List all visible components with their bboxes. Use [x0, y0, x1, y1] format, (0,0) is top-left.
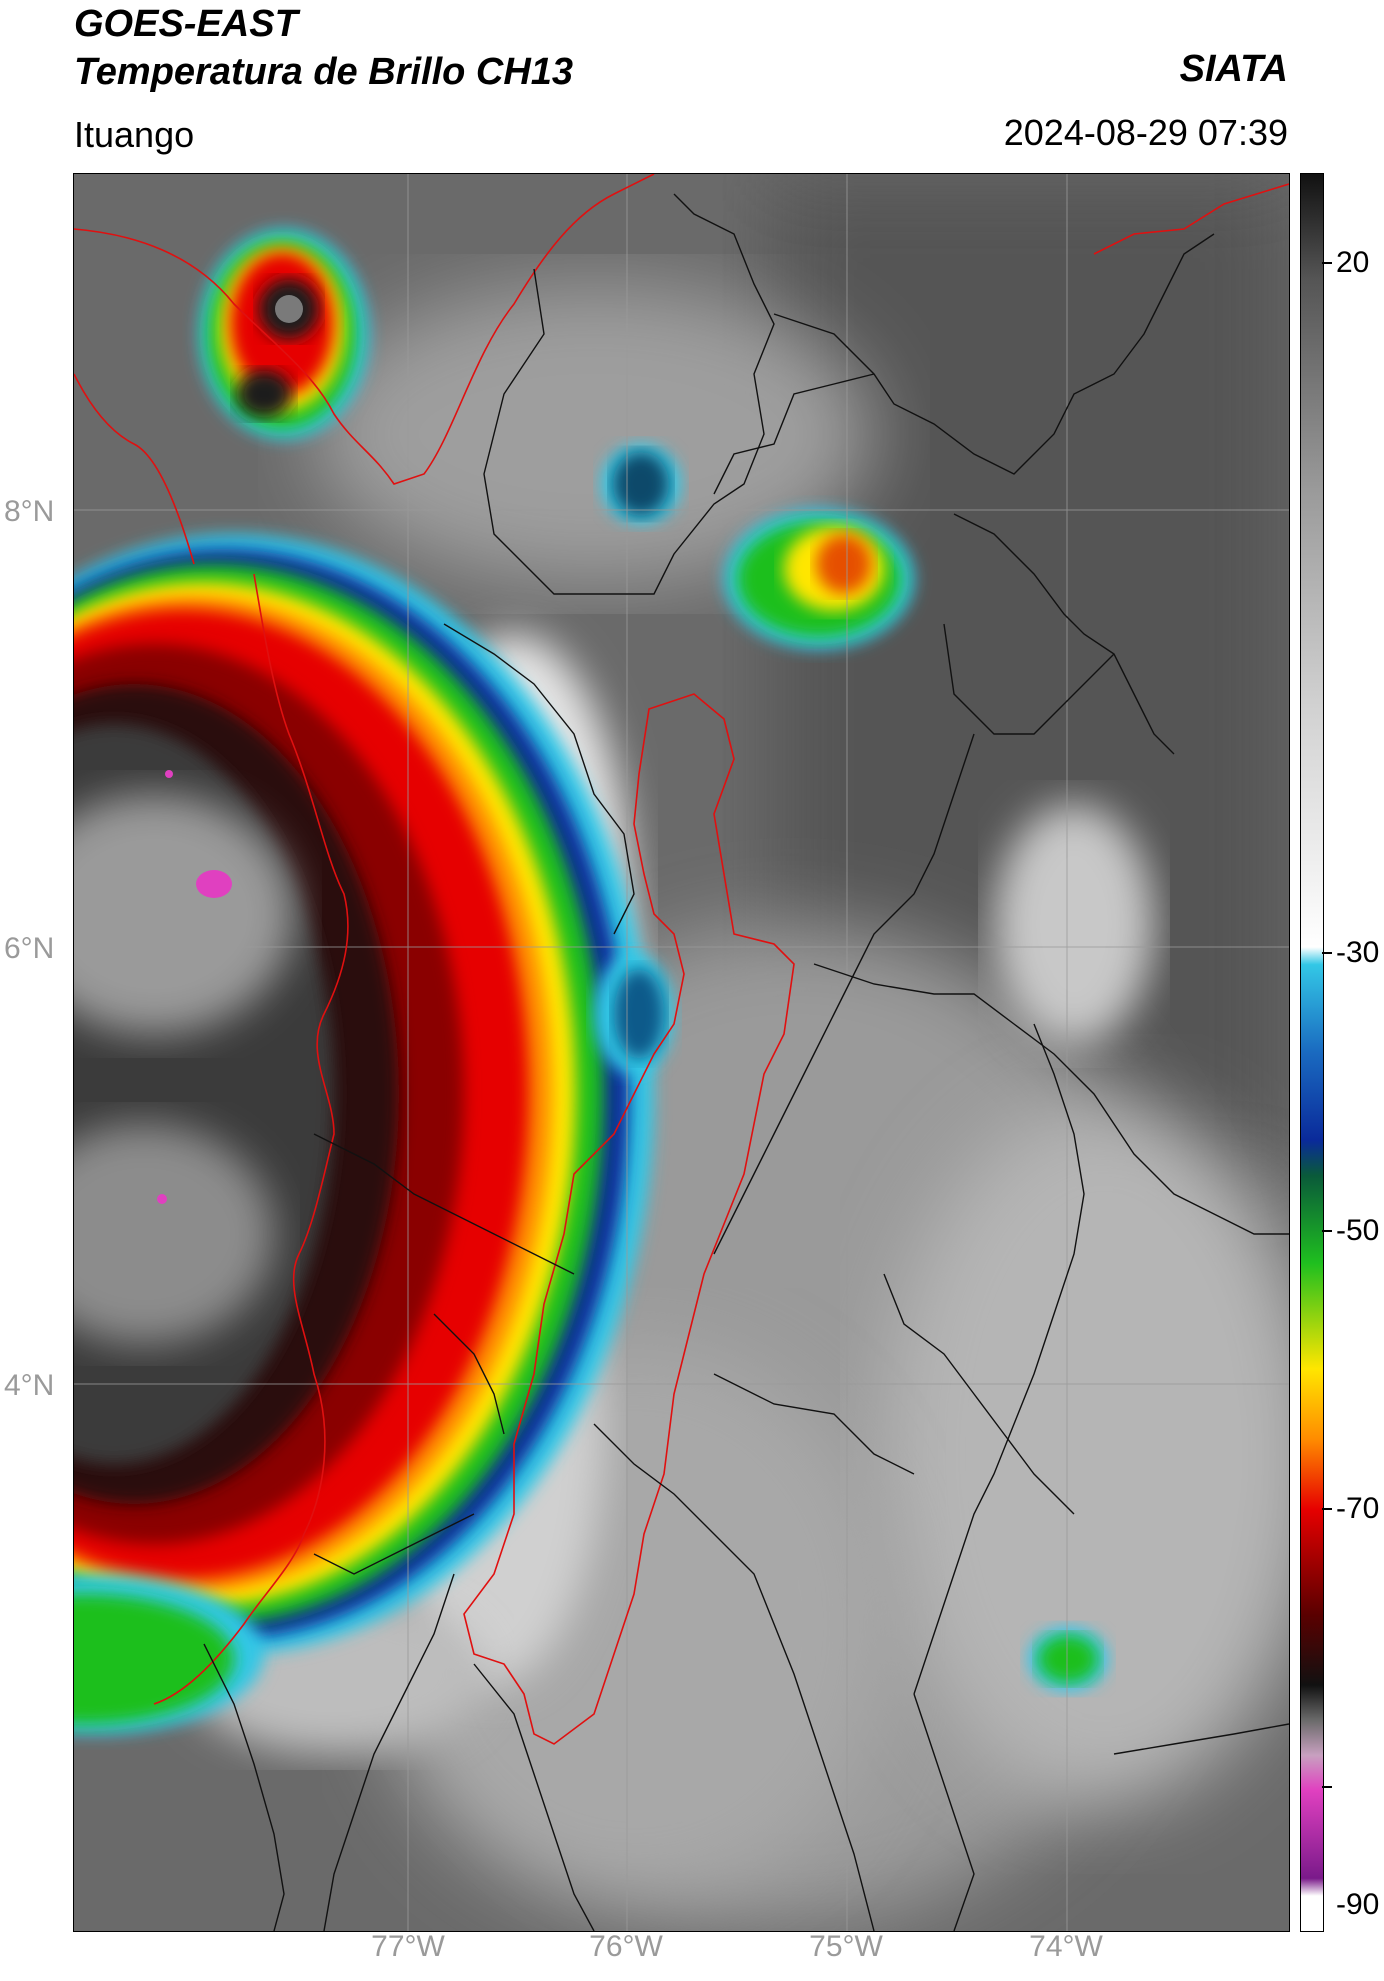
location-label: Ituango — [74, 114, 195, 155]
colorbar-tick-minus30 — [1322, 952, 1332, 954]
satellite-map — [73, 173, 1290, 1932]
colorbar-label-minus70: -70 — [1336, 1492, 1380, 1525]
colorbar-label-minus50: -50 — [1336, 1214, 1380, 1247]
gridlines — [74, 174, 1289, 1931]
lat-label-6n: 6°N — [4, 932, 55, 965]
datetime-label: 2024-08-29 07:39 — [1003, 112, 1288, 153]
colorbar-label-minus30: -30 — [1336, 936, 1380, 969]
coastline — [74, 174, 1289, 1705]
watershed-outline — [463, 693, 795, 1745]
colorbar-tick-20 — [1322, 262, 1332, 264]
lat-label-4n: 4°N — [4, 1369, 55, 1402]
admin-borders — [203, 193, 1289, 1931]
colorbar-tick-minus70 — [1322, 1508, 1332, 1510]
lon-label-75w: 75°W — [809, 1930, 883, 1963]
lon-label-74w: 74°W — [1029, 1930, 1103, 1963]
lat-label-8n: 8°N — [4, 495, 55, 528]
lon-label-76w: 76°W — [589, 1930, 663, 1963]
colorbar — [1300, 173, 1324, 1932]
source-label: SIATA — [1179, 48, 1288, 90]
satellite-title: GOES-EAST — [74, 3, 298, 45]
colorbar-label-minus90: -90 — [1336, 1888, 1380, 1921]
title-block: GOES-EAST Temperatura de Brillo CH13 — [74, 0, 573, 96]
colorbar-tick-minus90 — [1322, 1786, 1332, 1788]
map-image — [74, 174, 1289, 1931]
colorbar-tick-minus50 — [1322, 1230, 1332, 1232]
colorbar-label-20: 20 — [1336, 246, 1370, 279]
lon-label-77w: 77°W — [371, 1930, 445, 1963]
product-title: Temperatura de Brillo CH13 — [74, 51, 574, 93]
